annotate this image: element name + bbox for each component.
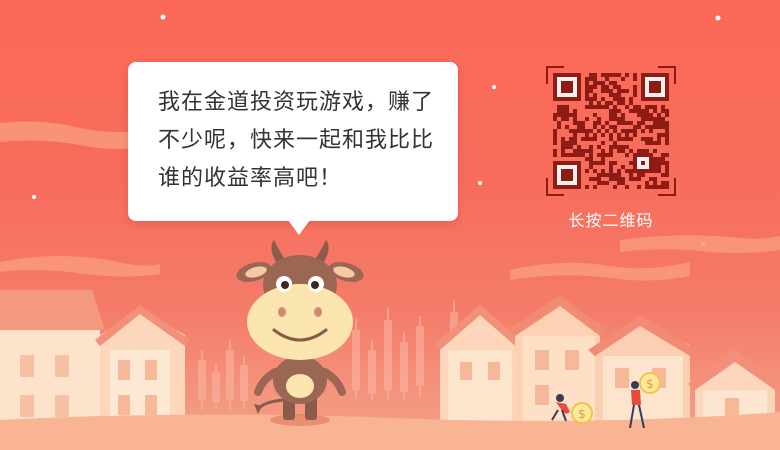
coin-runner-left: $ xyxy=(551,394,593,424)
qr-frame-corner xyxy=(546,178,564,196)
qr-frame-corner xyxy=(658,178,676,196)
coin-runner-right: $ xyxy=(629,372,661,429)
bubble-message: 我在金道投资玩游戏，赚了不少呢，快来一起和我比比谁的收益率高吧！ xyxy=(158,90,435,191)
speech-bubble: 我在金道投资玩游戏，赚了不少呢，快来一起和我比比谁的收益率高吧！ xyxy=(128,62,458,235)
qr-frame-corner xyxy=(546,66,564,84)
qr-frame-corner xyxy=(658,66,676,84)
svg-text:$: $ xyxy=(578,407,586,421)
svg-text:$: $ xyxy=(646,377,654,391)
clouds-decoration xyxy=(0,121,780,281)
qr-caption: 长按二维码 xyxy=(568,211,654,230)
bubble-tail xyxy=(288,220,310,235)
qr-code-area[interactable] xyxy=(546,66,676,196)
qr-code-icon[interactable] xyxy=(553,73,669,189)
